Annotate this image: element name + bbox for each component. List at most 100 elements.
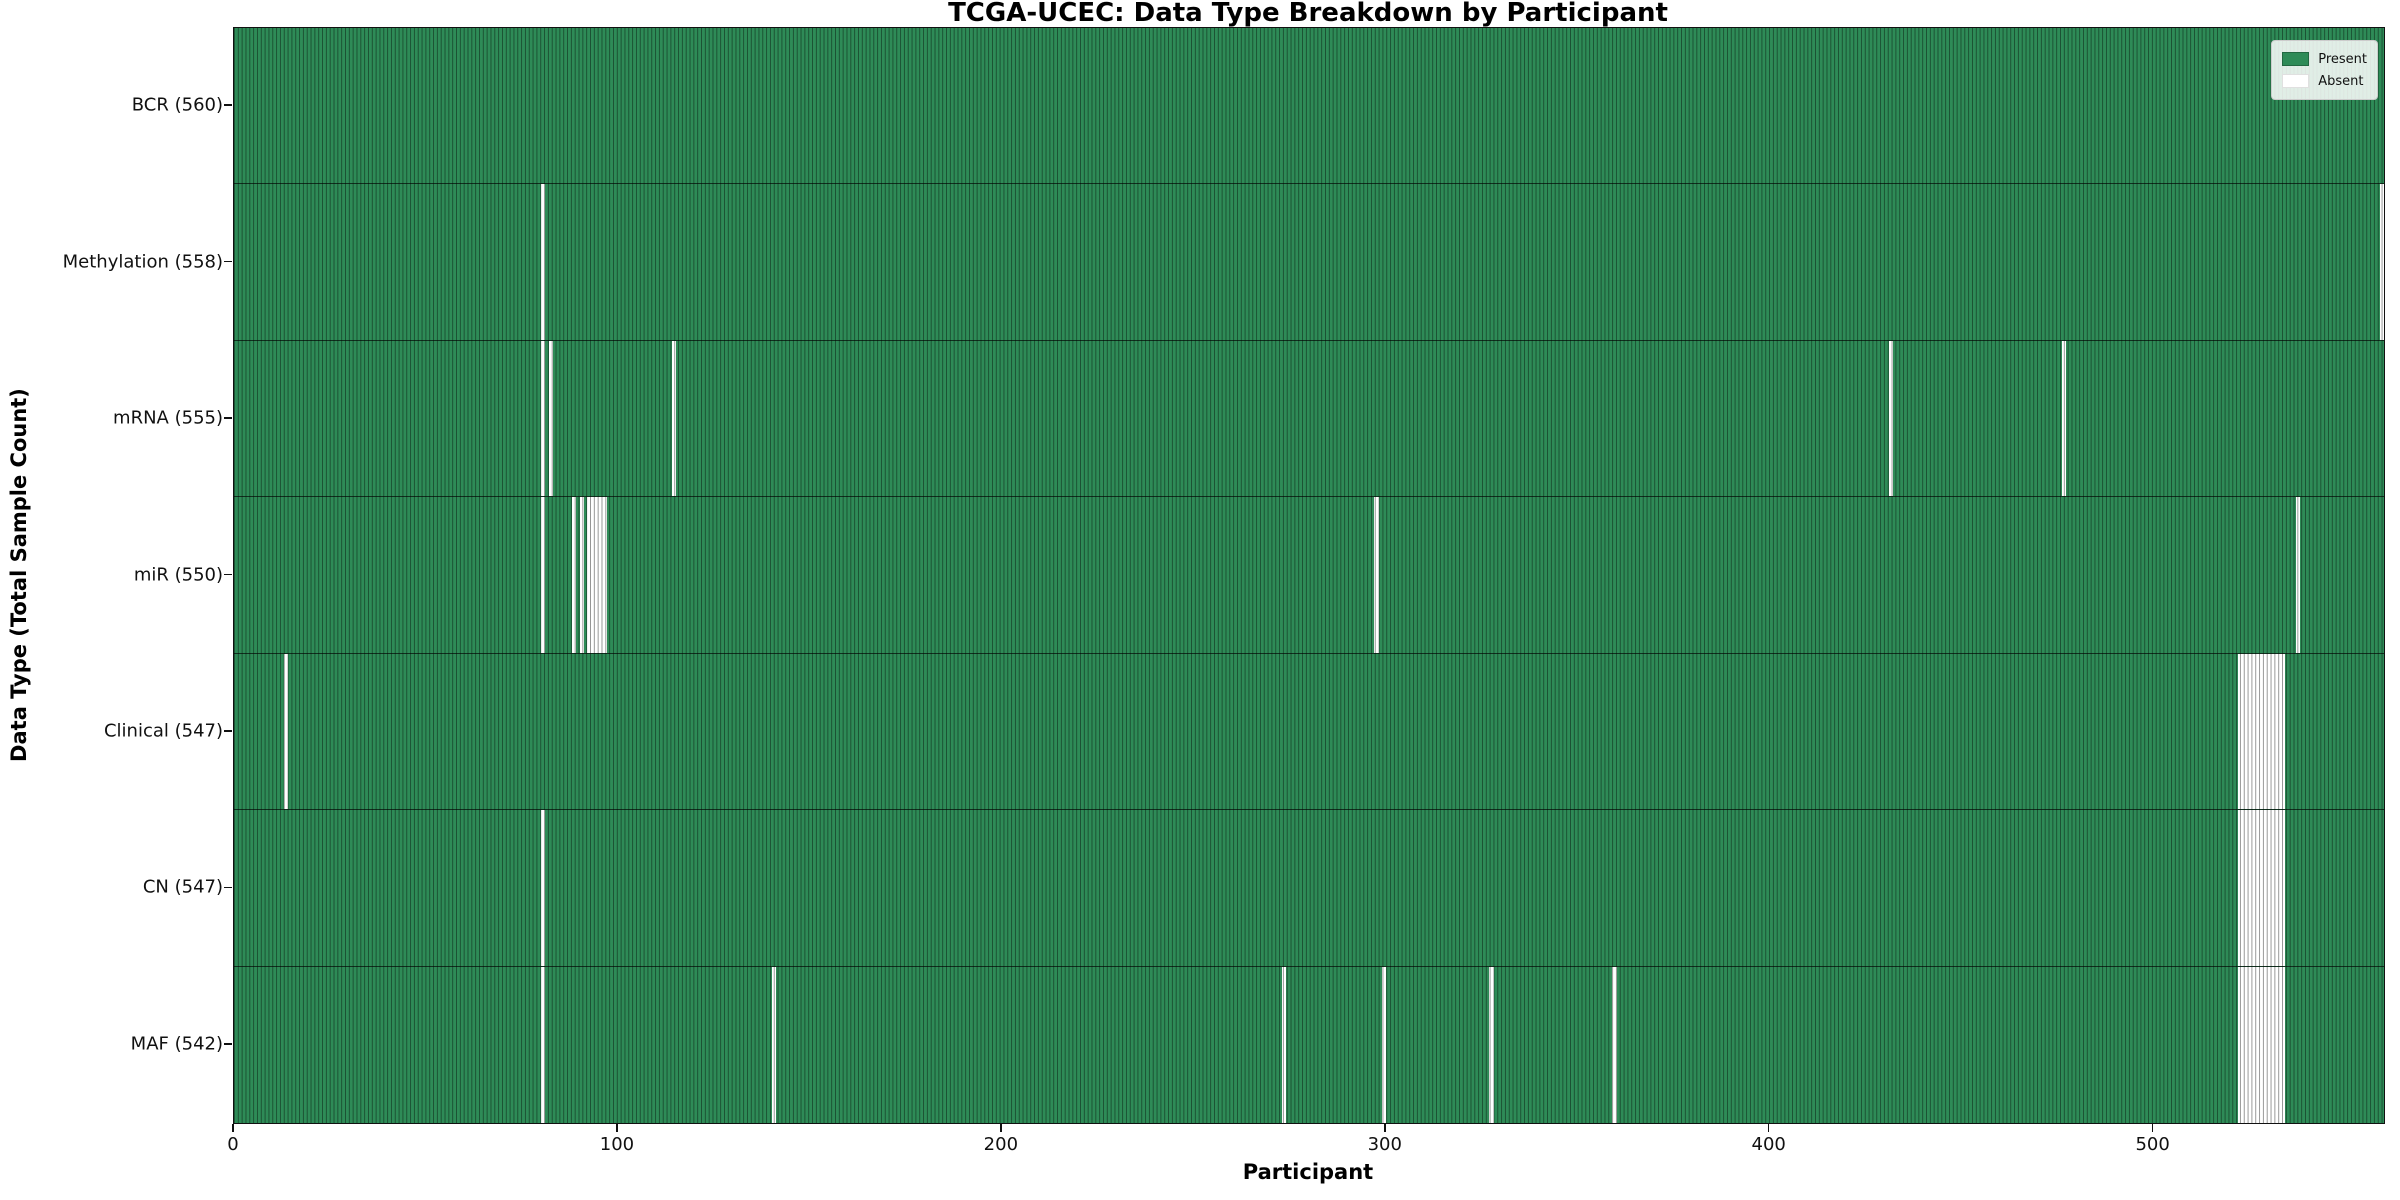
heatmap-rows [234,28,2385,1123]
absent-bar [587,497,592,653]
y-tick-mark [224,730,232,732]
heatmap-row-cn [234,810,2384,967]
absent-bar [2253,966,2258,1123]
absent-bar [2245,966,2251,1123]
y-tick-label: mRNA (555) [113,407,223,429]
absent-bar [541,497,546,653]
x-tick-label: 300 [1367,1134,1402,1155]
absent-bar [2280,653,2285,810]
absent-bar [2261,966,2266,1123]
x-tick-mark [232,1124,234,1132]
y-tick-label: Clinical (547) [103,720,223,742]
absent-bar [2272,966,2277,1123]
absent-bar [2280,810,2285,966]
absent-bar [2268,810,2274,966]
absent-bar [283,653,289,810]
x-tick-mark [2151,1124,2154,1132]
absent-bar [2264,810,2270,966]
absent-bar [1282,966,1287,1123]
absent-bar [2276,653,2281,810]
x-tick-mark [616,1124,618,1132]
heatmap-row-maf [234,966,2384,1123]
absent-bar [2280,966,2285,1123]
absent-bar [1381,966,1387,1123]
absent-bar [2264,966,2270,1123]
absent-bar [2276,810,2281,966]
y-tick-label: CN (547) [142,876,223,898]
y-tick-mark [224,573,232,576]
y-tick-mark [224,260,232,263]
absent-bar [2257,810,2262,966]
absent-bar [2276,966,2281,1123]
absent-bar [2257,653,2262,810]
absent-bar [1888,340,1893,497]
y-tick-mark [224,886,232,889]
y-tick-label: BCR (560) [131,94,223,116]
x-tick-label: 100 [599,1134,635,1155]
absent-bar [2268,653,2274,810]
absent-bar [594,497,600,653]
absent-bar [591,497,596,653]
absent-bar [2249,810,2254,966]
absent-bar [2245,653,2251,810]
absent-bar [2249,653,2254,810]
absent-bar [541,810,546,966]
y-tick-mark [224,1043,232,1045]
absent-swatch-icon [2282,74,2310,88]
absent-bar [541,340,546,497]
legend-entry-absent: Absent [2282,70,2367,92]
absent-bar [2268,966,2274,1123]
absent-bar [2253,653,2258,810]
absent-bar [2061,340,2066,497]
x-axis-label: Participant [1242,1160,1374,1184]
x-tick-mark [1000,1124,1002,1132]
y-tick-label: miR (550) [133,564,223,585]
y-tick-mark [224,104,232,106]
absent-bar [2261,653,2266,810]
absent-bar [2249,966,2254,1123]
absent-bar [2253,810,2258,966]
absent-bar [548,340,554,497]
absent-bar [571,497,577,653]
x-tick-label: 0 [227,1134,239,1155]
legend-label-absent: Absent [2318,73,2364,89]
x-tick-label: 500 [2135,1134,2170,1155]
plot-area: Present Absent [233,27,2385,1124]
absent-bar [2238,966,2243,1123]
legend-label-present: Present [2318,51,2367,67]
absent-bar [1612,966,1617,1123]
absent-bar [602,497,607,653]
absent-bar [1374,497,1379,653]
absent-bar [2261,810,2266,966]
absent-bar [2238,810,2243,966]
y-tick-label: Methylation (558) [62,251,223,273]
absent-bar [2264,653,2270,810]
absent-bar [2238,653,2243,810]
absent-bar [541,184,546,340]
present-swatch-icon [2282,52,2310,66]
absent-bar [2380,184,2385,340]
heatmap-row-mrna [234,340,2384,498]
legend-entry-present: Present [2282,48,2367,70]
heatmap-row-bcr [234,28,2384,185]
y-axis-label: Data Type (Total Sample Count) [7,388,31,762]
x-tick-label: 200 [983,1134,1019,1155]
absent-bar [2241,810,2247,966]
y-tick-mark [224,417,232,419]
absent-bar [579,497,584,653]
x-tick-mark [1767,1124,1770,1132]
heatmap-row-clinical [234,653,2384,811]
absent-bar [2272,653,2277,810]
heatmap-row-mir [234,497,2384,654]
y-tick-label: MAF (542) [130,1033,223,1055]
absent-bar [2272,810,2277,966]
absent-bar [541,966,546,1123]
absent-bar [2245,810,2251,966]
absent-bar [1489,966,1494,1123]
absent-bar [598,497,603,653]
absent-bar [2295,497,2300,653]
chart-title: TCGA-UCEC: Data Type Breakdown by Partic… [948,0,1668,28]
x-tick-label: 400 [1751,1134,1786,1155]
absent-bar [771,966,776,1123]
